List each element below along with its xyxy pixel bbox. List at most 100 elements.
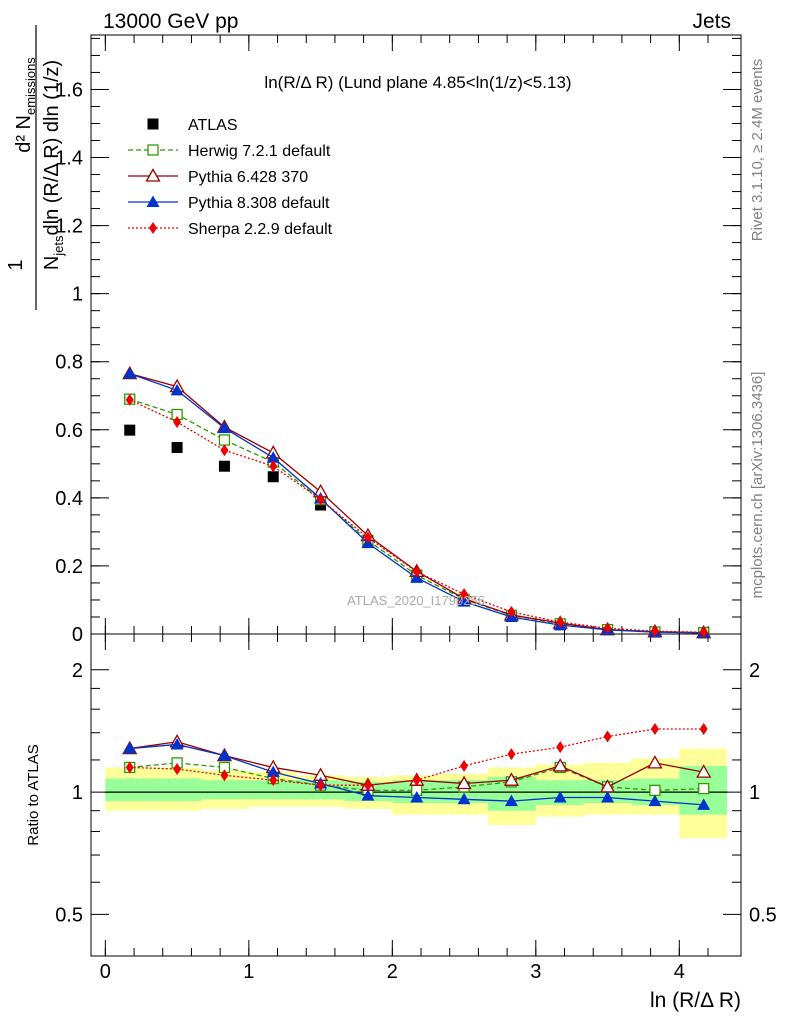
ylabel-denominator: Njetsdln (R/Δ R) dln (1/z) [41,60,66,270]
ylabel-one: 1 [5,259,27,270]
ratio-series-point [503,772,520,786]
ratio-ytick-label: 2 [72,660,83,682]
ratio-panel-frame [90,633,742,957]
ratio-series-point [266,765,280,778]
main-ytick-label: 1 [72,284,83,306]
ratio-ytick-label-right: 2 [749,660,760,682]
main-series-point [123,367,137,379]
ratio-series-point [647,755,663,769]
ratio-series-point [650,722,659,735]
ratio-series-point [699,722,708,735]
ratio-series-point [123,742,137,754]
ratio-ylabel: Ratio to ATLAS [25,744,42,845]
ratio-ytick-label: 0.5 [55,904,83,926]
main-series-point [603,622,612,635]
legend-label: Pythia 8.308 default [188,195,330,212]
main-ytick-label: 0.8 [55,352,83,374]
ylabel-numerator: d² Nemissions [13,57,38,153]
ylabel-dN: d² N [13,115,35,153]
ratio-series-point [217,749,231,761]
main-series-point [217,421,231,434]
ratio-series-point [269,774,278,787]
main-series-point [457,595,471,607]
ratio-ytick-label-right: 0.5 [749,904,777,926]
main-series-point [556,616,565,629]
main-axis: 0 0.2 0.4 0.6 0.8 1 1.2 1.4 1.6 [55,35,741,646]
watermark: ATLAS_2020_I1790256 [347,593,485,608]
main-series-point [699,626,708,639]
main-series-point [316,493,325,506]
main-series-point [218,460,230,472]
x-tick-label: 1 [243,961,254,983]
main-ytick-label: 0.2 [55,556,83,578]
x-tick-label: 4 [674,961,685,983]
main-series-point [220,444,229,457]
ratio-series-point [649,784,661,797]
ratio-series-point [363,779,372,792]
legend-label: Herwig 7.2.1 default [188,143,331,160]
ylabel-sub-jets: jets [51,235,66,257]
main-ytick-label: 1.4 [55,148,83,170]
main-ytick-label: 0.4 [55,488,83,510]
rivet-label: Rivet 3.1.10, ≥ 2.4M events [749,59,766,242]
ratio-series-point [553,790,567,803]
ratio-series-point [460,759,469,772]
main-series-point [269,460,278,473]
main-ylabel: 1 d² Nemissions Njetsdln (R/Δ R) dln (1/… [5,25,66,310]
ratio-series-point [507,748,516,761]
ratio-band-inner [248,780,297,800]
legend: ATLAS Herwig 7.2.1 default Pythia 6.428 37… [128,117,333,238]
ratio-ytick-label: 1 [72,782,83,804]
ratio-series-point [648,794,662,807]
x-tick-label: 3 [530,961,541,983]
main-series-point [460,588,469,601]
main-ytick-label: 0.6 [55,420,83,442]
main-series-point [412,565,421,578]
main-series-point [363,531,372,544]
ratio-series-point [456,775,472,790]
x-tick-label: 0 [100,961,111,983]
ratio-series-point [173,762,182,775]
legend-label: ATLAS [188,117,238,134]
header-left: 13000 GeV pp [103,10,238,33]
main-series-point [507,605,516,618]
x-tick-label: 2 [387,961,398,983]
ratio-series-point [412,774,421,787]
main-series-point [267,471,279,483]
legend-marker [149,222,157,234]
main-series [122,365,712,639]
ratio-series-point [552,758,568,772]
main-ytick-label: 1.6 [55,79,83,101]
ratio-band-inner [201,780,249,800]
ratio-series-point [170,737,184,750]
main-ytick-label: 1.2 [55,216,83,238]
ylabel-rest: dln (R/Δ R) dln (1/z) [41,60,63,236]
ratio-axis: 0.5 0.5 1 1 2 2 0 1 2 3 4 [55,634,777,983]
legend-label: Sherpa 2.2.9 default [188,221,333,238]
main-series-point [650,625,659,638]
main-series-point [173,415,182,428]
legend-marker [147,144,159,156]
main-series-point [125,393,134,406]
ratio-series [122,722,712,810]
ratio-series-point [410,790,424,803]
ratio-series-point [504,794,518,807]
ratio-series-point [603,730,612,743]
legend-marker [145,168,161,182]
ratio-series-point [697,798,711,810]
main-series-point [266,451,280,463]
main-series-point [170,383,184,396]
ratio-series-point [457,792,471,805]
legend-label: Pythia 6.428 370 [188,169,308,186]
ratio-band-inner [153,778,202,802]
panel-title: ln(R/Δ R) (Lund plane 4.85<ln(1/z)<5.13) [264,73,571,92]
ratio-band-inner [105,778,154,802]
main-series-point [124,424,136,436]
ratio-ytick-label-right: 1 [749,782,760,804]
mcplots-label: mcplots.cern.ch [arXiv:1306.3436] [749,372,766,599]
ratio-series-point [601,790,615,803]
ratio-series-point [698,782,710,795]
ratio-series-point [361,789,375,801]
ratio-series-point [696,764,712,778]
